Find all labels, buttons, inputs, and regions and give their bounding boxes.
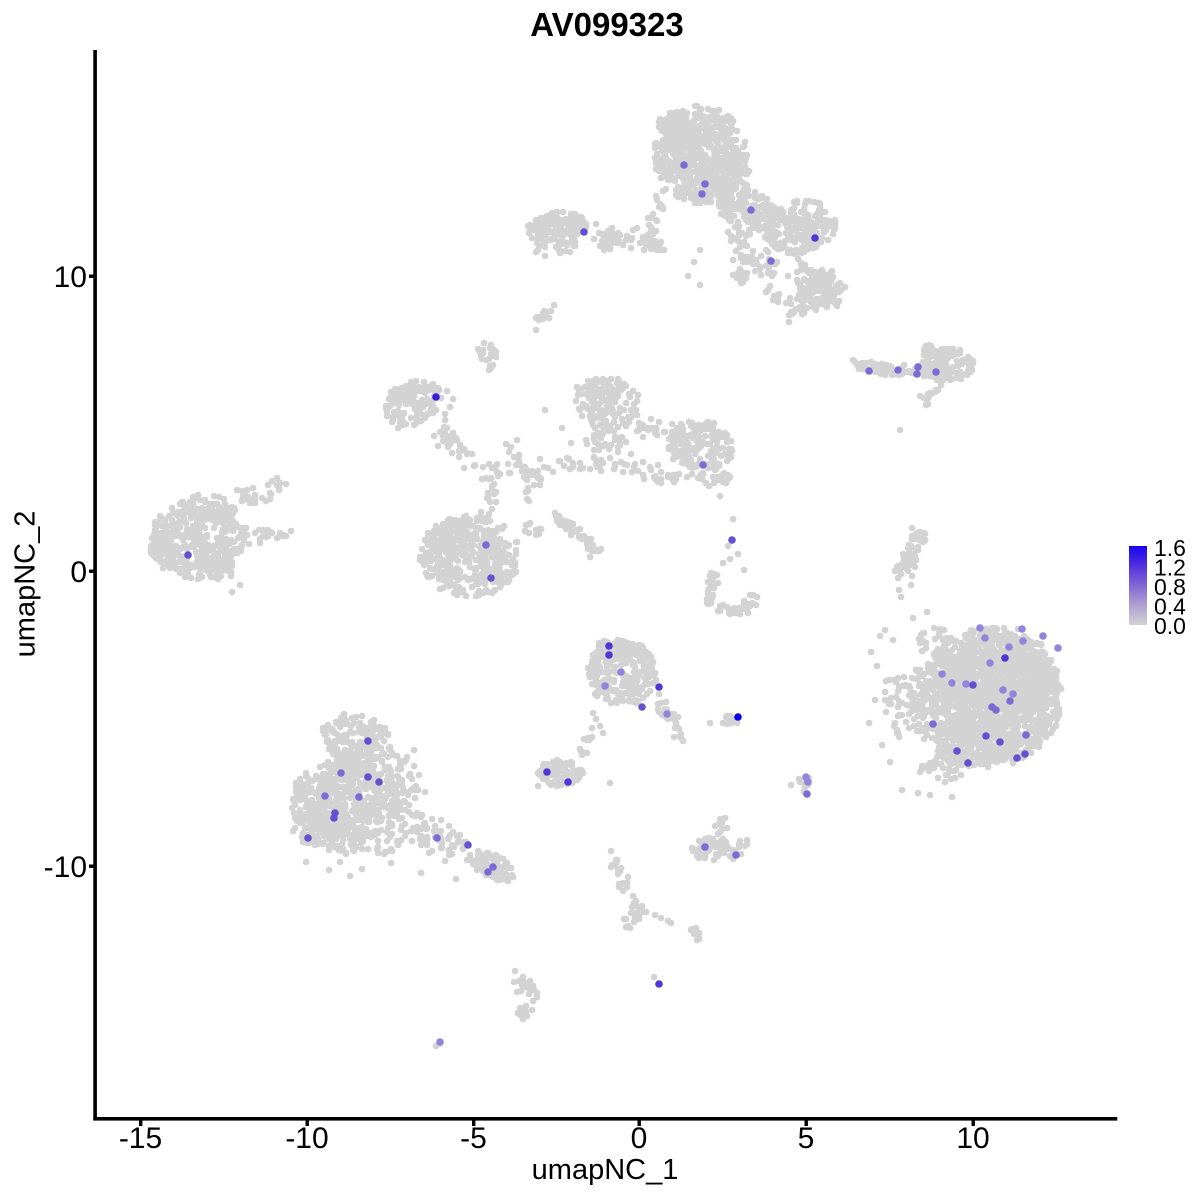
svg-text:AV099323: AV099323 (530, 6, 684, 43)
svg-text:1.2: 1.2 (1154, 555, 1186, 581)
svg-text:0.0: 0.0 (1154, 613, 1186, 639)
svg-text:0: 0 (631, 1122, 648, 1155)
svg-text:0.8: 0.8 (1154, 574, 1186, 600)
svg-text:umapNC_1: umapNC_1 (532, 1154, 679, 1186)
svg-text:0: 0 (70, 556, 87, 589)
svg-text:10: 10 (54, 261, 87, 294)
svg-text:-5: -5 (460, 1122, 487, 1155)
svg-text:0.4: 0.4 (1154, 594, 1186, 620)
svg-text:-10: -10 (44, 851, 87, 884)
svg-text:-10: -10 (285, 1122, 328, 1155)
svg-text:10: 10 (956, 1122, 989, 1155)
svg-text:1.6: 1.6 (1154, 535, 1186, 561)
svg-text:-15: -15 (119, 1122, 162, 1155)
svg-text:5: 5 (798, 1122, 815, 1155)
svg-text:umapNC_2: umapNC_2 (10, 511, 42, 658)
